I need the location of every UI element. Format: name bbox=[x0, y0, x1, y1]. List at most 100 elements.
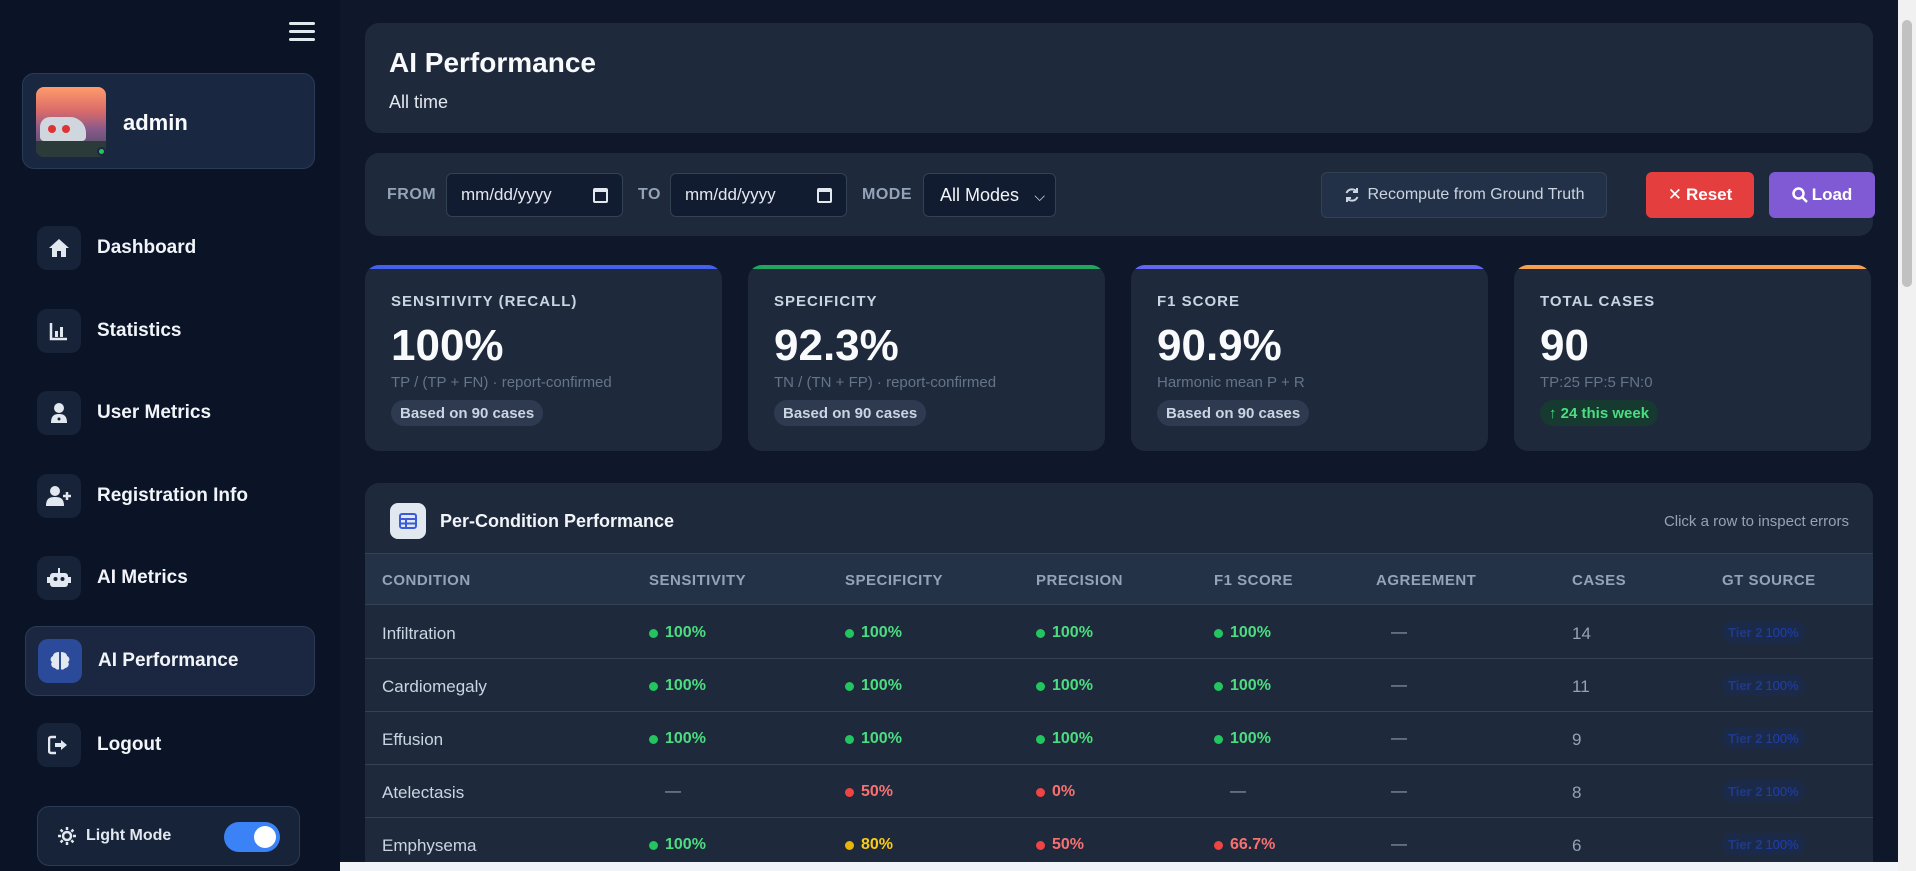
user-profile-card[interactable]: admin bbox=[22, 73, 315, 169]
specificity-cell: 100% bbox=[845, 624, 902, 642]
stat-value: 100% bbox=[391, 321, 504, 370]
cases-cell: 14 bbox=[1572, 624, 1591, 643]
cases-cell: 9 bbox=[1572, 730, 1582, 749]
table-row[interactable]: Cardiomegaly 100% 100% 100% 100% —11 Tier 2 100… bbox=[365, 659, 1873, 712]
cases-cell: 8 bbox=[1572, 783, 1582, 802]
tier-percent: 100% bbox=[1765, 730, 1799, 746]
sidebar-item-statistics[interactable]: Statistics bbox=[25, 296, 315, 366]
metric-value: 100% bbox=[861, 677, 902, 694]
sidebar-item-label: Logout bbox=[97, 734, 162, 755]
accent-bar bbox=[365, 265, 722, 269]
stat-label: SPECIFICITY bbox=[774, 293, 878, 310]
user-doctor-icon bbox=[37, 391, 81, 435]
load-label: Load bbox=[1811, 185, 1853, 204]
recompute-button[interactable]: Recompute from Ground Truth bbox=[1321, 172, 1607, 218]
stat-card-total-cases: TOTAL CASES 90 TP:25 FP:5 FN:0 ↑ 24 this… bbox=[1514, 265, 1871, 451]
per-condition-table: Per-Condition Performance Click a row to… bbox=[365, 483, 1873, 871]
sidebar-item-label: AI Performance bbox=[98, 650, 239, 671]
tier-badge: Tier 2 100% bbox=[1722, 674, 1805, 696]
page-bottom-edge bbox=[340, 862, 1898, 871]
robot-icon bbox=[37, 556, 81, 600]
status-dot-icon bbox=[1214, 681, 1223, 691]
table-row[interactable]: Atelectasis — 50% 0% — — 8 Tier 2 100% bbox=[365, 765, 1873, 818]
status-dot-icon bbox=[845, 681, 854, 691]
column-header[interactable]: SENSITIVITY bbox=[649, 572, 747, 589]
sensitivity-cell: 100% bbox=[649, 836, 706, 854]
from-date-placeholder: mm/dd/yyyy bbox=[461, 185, 552, 204]
page-title: AI Performance bbox=[389, 47, 596, 78]
sidebar-item-dashboard[interactable]: Dashboard bbox=[25, 213, 315, 283]
sidebar-item-ai-metrics[interactable]: AI Metrics bbox=[25, 543, 315, 613]
condition-cell: Effusion bbox=[382, 730, 444, 749]
scrollbar[interactable] bbox=[1898, 0, 1916, 871]
status-dot-icon bbox=[845, 734, 854, 744]
status-dot-icon bbox=[1214, 734, 1223, 744]
metric-value: 100% bbox=[665, 730, 706, 747]
reset-button[interactable]: ✕ Reset bbox=[1646, 172, 1754, 218]
load-button[interactable]: Load bbox=[1769, 172, 1875, 218]
column-header[interactable]: GT SOURCE bbox=[1722, 572, 1816, 589]
stat-card-f1-score: F1 SCORE 90.9% Harmonic mean P + R Based… bbox=[1131, 265, 1488, 451]
scrollbar-thumb[interactable] bbox=[1902, 20, 1912, 287]
sidebar-item-logout[interactable]: Logout bbox=[25, 710, 315, 780]
f1-cell: — bbox=[1214, 783, 1246, 801]
sensitivity-cell: — bbox=[649, 783, 681, 801]
stat-description: TP / (TP + FN) · report-confirmed bbox=[391, 374, 612, 391]
agreement-cell: — bbox=[1391, 836, 1407, 853]
search-icon bbox=[1791, 187, 1808, 203]
metric-value: 50% bbox=[1052, 836, 1085, 853]
column-header[interactable]: CASES bbox=[1572, 572, 1627, 589]
tier-label: Tier 2 bbox=[1728, 624, 1763, 640]
status-dot-icon bbox=[1036, 840, 1045, 850]
metric-value: 50% bbox=[861, 783, 894, 800]
cases-cell: 6 bbox=[1572, 836, 1582, 855]
column-header[interactable]: AGREEMENT bbox=[1376, 572, 1477, 589]
gt-source-cell: Tier 2 100% bbox=[1722, 780, 1805, 802]
specificity-cell: 80% bbox=[845, 836, 893, 854]
precision-cell: 100% bbox=[1036, 730, 1093, 748]
f1-cell: 100% bbox=[1214, 677, 1271, 695]
status-dot-icon bbox=[649, 840, 658, 850]
table-row[interactable]: Emphysema 100% 80% 50% 66.7% —6 Tier 2 100% bbox=[365, 818, 1873, 871]
stat-description: TP:25 FP:5 FN:0 bbox=[1540, 374, 1653, 391]
from-date-input[interactable]: mm/dd/yyyy bbox=[446, 173, 623, 217]
recompute-label: Recompute from Ground Truth bbox=[1367, 186, 1585, 203]
sidebar-item-ai-performance[interactable]: AI Performance bbox=[25, 626, 315, 696]
status-dot-icon bbox=[649, 628, 658, 638]
stat-label: TOTAL CASES bbox=[1540, 293, 1656, 310]
column-header[interactable]: F1 SCORE bbox=[1214, 572, 1294, 589]
to-label: TO bbox=[638, 186, 661, 203]
accent-bar bbox=[1131, 265, 1488, 269]
tier-badge: Tier 2 100% bbox=[1722, 727, 1805, 749]
tier-label: Tier 2 bbox=[1728, 836, 1763, 852]
sidebar-item-registration-info[interactable]: Registration Info bbox=[25, 461, 315, 531]
calendar-icon[interactable] bbox=[817, 188, 832, 203]
to-date-input[interactable]: mm/dd/yyyy bbox=[670, 173, 847, 217]
theme-switch[interactable] bbox=[224, 822, 280, 852]
menu-toggle-icon[interactable] bbox=[289, 22, 315, 44]
tier-label: Tier 2 bbox=[1728, 677, 1763, 693]
metric-value: 100% bbox=[1230, 730, 1271, 747]
stat-badge: Based on 90 cases bbox=[1157, 400, 1310, 426]
sidebar-item-user-metrics[interactable]: User Metrics bbox=[25, 378, 315, 448]
metric-value: 80% bbox=[861, 836, 894, 853]
agreement-cell: — bbox=[1391, 730, 1407, 747]
metric-value: 100% bbox=[1052, 677, 1093, 694]
metric-value: 0% bbox=[1052, 783, 1076, 800]
table-row[interactable]: Effusion 100% 100% 100% 100% — 9 Tier 2 100% bbox=[365, 712, 1873, 765]
table-row[interactable]: Infiltration 100% 100% 100% 100% —14 Tier 2 100… bbox=[365, 606, 1873, 659]
tier-badge: Tier 2 100% bbox=[1722, 833, 1805, 855]
refresh-icon bbox=[1345, 188, 1358, 202]
sidebar-item-label: User Metrics bbox=[97, 402, 212, 423]
sidebar-item-label: Statistics bbox=[97, 320, 182, 341]
tier-badge: Tier 2 100% bbox=[1722, 780, 1805, 802]
condition-cell: Emphysema bbox=[382, 836, 477, 855]
column-header[interactable]: SPECIFICITY bbox=[845, 572, 944, 589]
weekly-change-badge: ↑ 24 this week bbox=[1540, 400, 1659, 426]
column-header[interactable]: PRECISION bbox=[1036, 572, 1124, 589]
calendar-icon[interactable] bbox=[593, 188, 608, 203]
column-header[interactable]: CONDITION bbox=[382, 572, 471, 589]
f1-cell: 100% bbox=[1214, 730, 1271, 748]
mode-select[interactable]: All Modes ⌵ bbox=[923, 173, 1056, 217]
stat-card-specificity: SPECIFICITY 92.3% TN / (TN + FP) · repor… bbox=[748, 265, 1105, 451]
